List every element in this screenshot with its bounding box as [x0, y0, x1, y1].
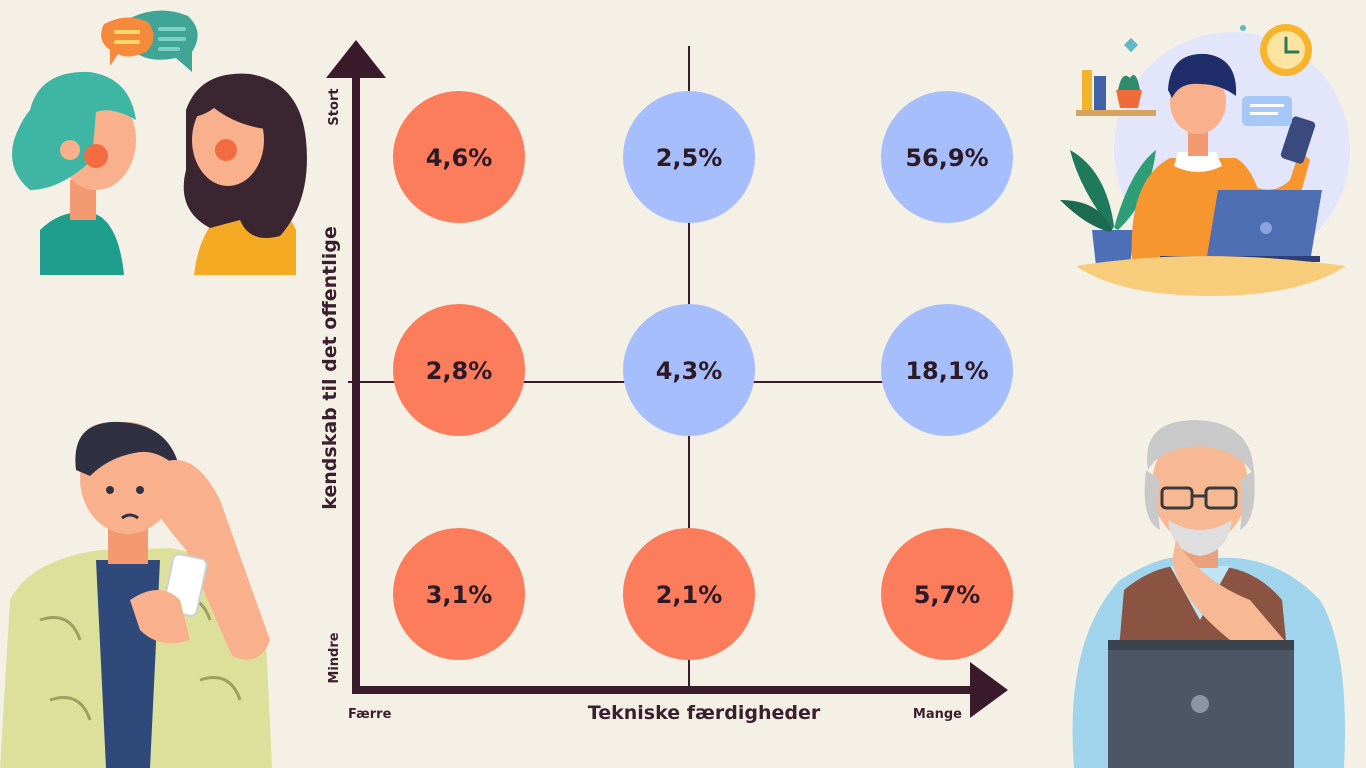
clock-icon [1260, 24, 1312, 76]
x-axis-low-label: Færre [348, 707, 392, 722]
x-axis-title: Tekniske færdigheder [588, 702, 821, 724]
speech-bubble-icon [101, 10, 198, 72]
smartphone-icon [1280, 116, 1316, 164]
cell-circle-r0-c1 [623, 91, 755, 223]
glasses-icon [1160, 486, 1238, 510]
y-axis-arrow-icon [326, 40, 386, 78]
cell-label-r0-c1: 2,5% [656, 144, 723, 172]
woman-dark-hair-icon [183, 73, 307, 275]
x-axis-arrow-icon [970, 662, 1008, 718]
matrix-cells: 4,6% 2,5% 56,9% 2,8% 4,3% 18,1% 3,1% 2,1% 5,7% [393, 91, 1013, 660]
elderly-man-with-laptop-illustration [1072, 420, 1345, 768]
cell-label-r0-c0: 4,6% [426, 144, 493, 172]
cell-circle-r1-c0 [393, 304, 525, 436]
cell-label-r1-c0: 2,8% [426, 357, 493, 385]
cell-label-r2-c2: 5,7% [914, 581, 981, 609]
two-women-chatting-illustration [12, 10, 307, 275]
plant-icon [1060, 150, 1156, 266]
cell-label-r2-c1: 2,1% [656, 581, 723, 609]
cell-circle-r0-c2 [881, 91, 1013, 223]
y-axis-low-label: Mindre [327, 632, 342, 683]
laptop-icon [1206, 190, 1322, 262]
cell-label-r1-c2: 18,1% [905, 357, 988, 385]
y-axis-high-label: Stort [327, 88, 342, 125]
confused-man-with-phone-illustration [0, 421, 272, 768]
chat-bubble-icon [1242, 96, 1292, 126]
x-axis [352, 662, 1008, 718]
young-man-with-phone-and-laptop-illustration [1060, 24, 1350, 296]
cell-circle-r1-c1 [623, 304, 755, 436]
cell-label-r0-c2: 56,9% [905, 144, 988, 172]
cell-label-r1-c1: 4,3% [656, 357, 723, 385]
cell-circle-r2-c0 [393, 528, 525, 660]
laptop-icon [1108, 640, 1294, 768]
y-axis [326, 40, 386, 690]
cell-circle-r1-c2 [881, 304, 1013, 436]
woman-teal-hair-icon [12, 71, 136, 275]
x-axis-high-label: Mange [913, 707, 962, 722]
cell-circle-r2-c1 [623, 528, 755, 660]
shelf-with-books-icon [1076, 70, 1156, 116]
y-axis-title: kendskab til det offentlige [319, 226, 341, 509]
cell-circle-r0-c0 [393, 91, 525, 223]
cell-circle-r2-c2 [881, 528, 1013, 660]
cell-label-r2-c0: 3,1% [426, 581, 493, 609]
